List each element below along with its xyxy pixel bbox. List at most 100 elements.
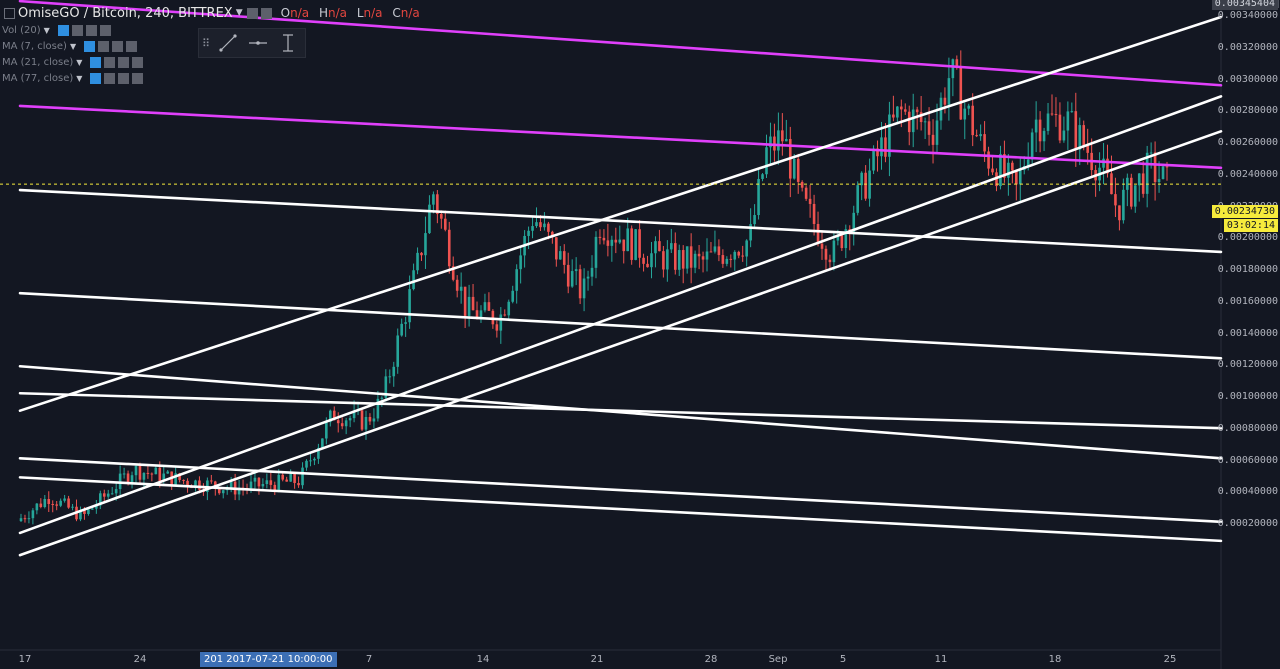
candle-body bbox=[420, 252, 423, 256]
close-icon[interactable] bbox=[99, 24, 111, 36]
eye-icon[interactable] bbox=[90, 56, 102, 68]
candle-body bbox=[229, 481, 233, 489]
time-tick-label: 25 bbox=[1163, 654, 1177, 665]
candle-body bbox=[971, 105, 974, 136]
candle-body bbox=[804, 187, 808, 199]
chevron-down-icon[interactable]: ▼ bbox=[69, 41, 77, 51]
indicator-vol[interactable]: Vol (20) ▼ bbox=[2, 22, 114, 38]
candle-body bbox=[578, 269, 582, 299]
price-tick-label: 0.00320000 bbox=[1217, 41, 1278, 53]
add-icon[interactable] bbox=[112, 40, 124, 52]
add-icon[interactable] bbox=[85, 24, 97, 36]
trend-line-tool-icon[interactable] bbox=[213, 29, 243, 57]
candle-body bbox=[511, 290, 515, 302]
candle-body bbox=[27, 518, 31, 520]
candle-body bbox=[150, 473, 154, 475]
add-icon[interactable] bbox=[118, 56, 130, 68]
candle-body bbox=[467, 296, 471, 316]
candle-body bbox=[820, 243, 824, 249]
measure-tool-icon[interactable] bbox=[273, 29, 303, 57]
drag-handle-icon[interactable]: ⠿ bbox=[201, 36, 211, 50]
cursor-time-value: 2017-07-21 10:00:00 bbox=[226, 654, 333, 665]
indicator-ma77[interactable]: MA (77, close) ▼ bbox=[2, 70, 146, 86]
candle-body bbox=[487, 302, 491, 311]
candle-body bbox=[1082, 125, 1086, 146]
candle-body bbox=[95, 505, 98, 509]
settings-icon[interactable] bbox=[104, 56, 116, 68]
indicator-label: MA (21, close) bbox=[2, 56, 74, 68]
indicator-ma21[interactable]: MA (21, close) ▼ bbox=[2, 54, 146, 70]
time-tick-label: 18 bbox=[1048, 654, 1062, 665]
settings-icon[interactable] bbox=[246, 7, 258, 19]
indicator-ma7[interactable]: MA (7, close) ▼ bbox=[2, 38, 140, 54]
candle-body bbox=[586, 276, 590, 279]
candle-body bbox=[673, 243, 677, 270]
collapse-icon[interactable] bbox=[4, 7, 15, 19]
candle-body bbox=[828, 259, 832, 263]
ohlc-open: n/a bbox=[290, 6, 310, 20]
settings-icon[interactable] bbox=[98, 40, 110, 52]
candle-body bbox=[558, 251, 562, 260]
trend-line-white-5 bbox=[18, 188, 1223, 254]
candle-body bbox=[1157, 178, 1161, 183]
chevron-down-icon[interactable]: ▼ bbox=[76, 73, 83, 83]
eye-icon[interactable] bbox=[84, 40, 96, 52]
candle-body bbox=[443, 218, 447, 230]
candle-body bbox=[99, 493, 102, 506]
candle-body bbox=[19, 518, 23, 522]
horizontal-line-tool-icon[interactable] bbox=[243, 29, 273, 57]
candle-body bbox=[915, 109, 919, 113]
chevron-down-icon[interactable]: ▼ bbox=[235, 8, 243, 18]
settings-icon[interactable] bbox=[71, 24, 83, 36]
close-icon[interactable] bbox=[132, 56, 144, 68]
candle-body bbox=[911, 109, 915, 133]
candle-body bbox=[781, 130, 784, 142]
trend-line-white-8 bbox=[18, 391, 1223, 430]
candle-body bbox=[1026, 159, 1030, 167]
chevron-down-icon[interactable]: ▼ bbox=[43, 25, 50, 35]
price-tick-label: 0.00020000 bbox=[1217, 518, 1278, 529]
candle-body bbox=[376, 398, 380, 419]
candle-body bbox=[777, 130, 780, 151]
candle-body bbox=[47, 498, 51, 504]
candle-body bbox=[856, 185, 859, 213]
trend-line-magenta-0 bbox=[18, 0, 1223, 87]
candle-body bbox=[43, 498, 47, 508]
ohlc-low: n/a bbox=[363, 6, 383, 20]
trend-line-magenta-1 bbox=[18, 104, 1223, 170]
close-icon[interactable] bbox=[132, 72, 144, 84]
candle-body bbox=[697, 253, 701, 257]
eye-icon[interactable] bbox=[90, 72, 102, 84]
candle-body bbox=[336, 420, 340, 424]
candle-body bbox=[642, 257, 645, 264]
candle-body bbox=[868, 170, 871, 199]
candle-body bbox=[927, 121, 931, 135]
candle-body bbox=[447, 229, 451, 267]
candle-body bbox=[1106, 158, 1109, 174]
symbol-title[interactable]: OmiseGO / Bitcoin, 240, BITTREX bbox=[18, 5, 233, 21]
ohlc-key-high: H bbox=[318, 6, 328, 20]
candle-body bbox=[332, 410, 336, 421]
trend-line-white-3 bbox=[18, 95, 1223, 535]
add-icon[interactable] bbox=[118, 72, 130, 84]
settings-icon[interactable] bbox=[104, 72, 116, 84]
close-icon[interactable] bbox=[126, 40, 138, 52]
drawing-toolbox[interactable]: ⠿ bbox=[198, 28, 306, 58]
eye-icon[interactable] bbox=[57, 24, 69, 36]
candle-body bbox=[562, 251, 566, 265]
candle-body bbox=[364, 416, 368, 430]
time-tick-label: 11 bbox=[934, 654, 948, 665]
candle-body bbox=[983, 134, 986, 152]
candle-body bbox=[79, 510, 82, 520]
candle-body bbox=[951, 59, 955, 79]
candle-body bbox=[55, 504, 58, 506]
candle-body bbox=[566, 264, 570, 287]
candle-body bbox=[1141, 173, 1145, 194]
price-tick-label: 0.00120000 bbox=[1217, 359, 1278, 371]
candle-body bbox=[1011, 162, 1014, 171]
format-icon[interactable] bbox=[260, 7, 272, 19]
candle-body bbox=[531, 226, 534, 231]
candle-body bbox=[527, 230, 530, 236]
chevron-down-icon[interactable]: ▼ bbox=[76, 57, 83, 67]
